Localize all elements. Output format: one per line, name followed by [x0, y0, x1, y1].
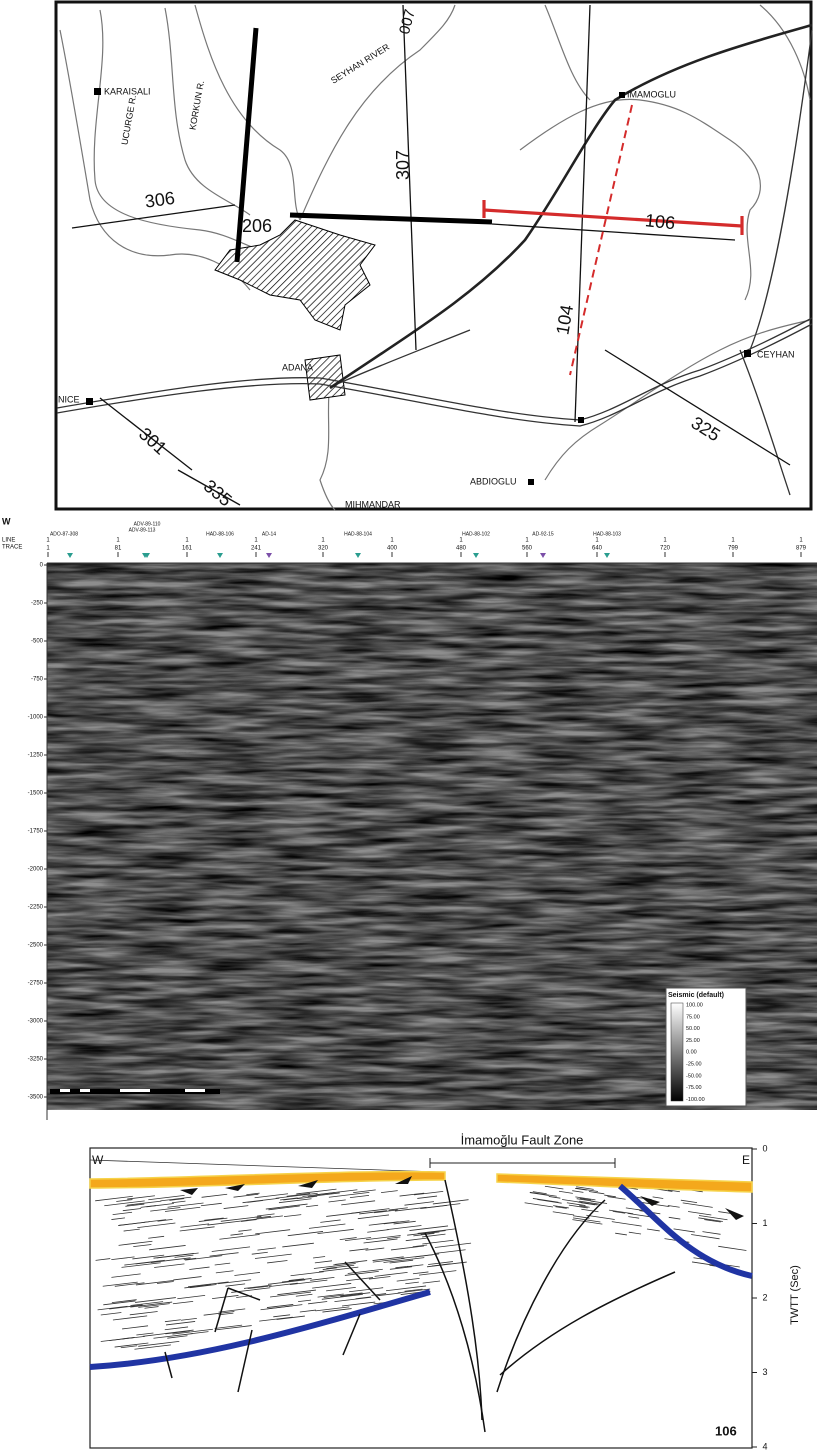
trace-label: TRACE — [2, 545, 22, 551]
line-number: 1 — [321, 538, 325, 544]
line-number: 1 — [731, 538, 735, 544]
trace-number: 1 — [46, 546, 50, 552]
legend-value: 0.00 — [686, 1050, 697, 1056]
map-label: ADANA — [282, 362, 313, 372]
line-name: ADV-89-113 — [129, 527, 156, 533]
trace-number: 560 — [522, 546, 533, 552]
trace-number: 81 — [115, 546, 122, 552]
trace-number: 480 — [456, 546, 467, 552]
line-number: 1 — [390, 538, 394, 544]
line-number: 1 — [595, 538, 599, 544]
depth-label: -1500 — [28, 791, 44, 797]
trace-number: 720 — [660, 546, 671, 552]
twtt-tick: 0 — [762, 1143, 767, 1153]
line-id: 106 — [715, 1423, 737, 1438]
legend-value: -100.00 — [686, 1097, 705, 1103]
map-label: MIHMANDAR — [345, 499, 401, 509]
east-label: E — [742, 1153, 750, 1167]
depth-label: -3500 — [28, 1095, 44, 1101]
depth-label: -2000 — [28, 867, 44, 873]
legend-value: 75.00 — [686, 1014, 700, 1020]
line-marker — [67, 553, 73, 558]
line-label: LINE — [2, 538, 15, 544]
figure: KARAISALIUCURGE R.KORKUN R.SEYHAN RIVER0… — [0, 0, 817, 1452]
line-name: HAD-88-106 — [206, 531, 234, 537]
direction-label: W — [2, 516, 11, 526]
depth-label: -2750 — [28, 981, 44, 987]
line-number: 1 — [663, 538, 667, 544]
line-number: 1 — [254, 538, 258, 544]
legend-value: -50.00 — [686, 1073, 702, 1079]
line-number: 1 — [525, 538, 529, 544]
map-label: IMAMOGLU — [627, 89, 676, 99]
trace-number: 400 — [387, 546, 398, 552]
depth-label: -3250 — [28, 1057, 44, 1063]
trace-number: 799 — [728, 546, 739, 552]
map-label: 306 — [144, 188, 177, 212]
legend-value: 100.00 — [686, 1002, 703, 1008]
line-number: 1 — [185, 538, 189, 544]
line-name: HAD-88-103 — [593, 531, 621, 537]
depth-label: -1000 — [28, 715, 44, 721]
line-marker — [355, 553, 361, 558]
trace-number: 320 — [318, 546, 329, 552]
map-label: CEYHAN — [757, 349, 795, 359]
depth-label: -750 — [31, 677, 44, 683]
map-label: 106 — [644, 210, 676, 233]
twtt-tick: 2 — [762, 1292, 767, 1302]
depth-label: -2250 — [28, 905, 44, 911]
trace-number: 241 — [251, 546, 262, 552]
line-marker — [473, 553, 479, 558]
trace-number: 879 — [796, 546, 807, 552]
legend-box — [666, 988, 746, 1106]
depth-label: -2500 — [28, 943, 44, 949]
legend-value: 25.00 — [686, 1038, 700, 1044]
west-label: W — [92, 1153, 104, 1167]
legend-value: -25.00 — [686, 1061, 702, 1067]
twtt-tick: 3 — [762, 1367, 767, 1377]
line-number: 1 — [459, 538, 463, 544]
depth-label: -3000 — [28, 1019, 44, 1025]
twtt-tick: 1 — [762, 1218, 767, 1228]
depth-label: -250 — [31, 601, 44, 607]
line-number: 1 — [116, 538, 120, 544]
line-name: HAD-88-102 — [462, 531, 490, 537]
depth-label: -1750 — [28, 829, 44, 835]
interpretation: İmamoğlu Fault Zone W E 106 0 1 2 3 4 TWTT (Sec) — [90, 1132, 801, 1451]
twtt-tick: 4 — [762, 1441, 767, 1451]
map-label: ABDIOGLU — [470, 476, 517, 486]
line-number: 1 — [799, 538, 803, 544]
twtt-label: TWTT (Sec) — [789, 1265, 801, 1325]
line-name: ADO-87-308 — [50, 531, 78, 537]
line-marker — [604, 553, 610, 558]
map-label: NICE — [58, 394, 80, 404]
legend-value: -75.00 — [686, 1085, 702, 1091]
line-name: HAD-88-104 — [344, 531, 372, 537]
trace-number: 640 — [592, 546, 603, 552]
zone-title: İmamoğlu Fault Zone — [461, 1132, 584, 1147]
map-label: 206 — [242, 216, 272, 236]
line-marker — [540, 553, 546, 558]
scale-bar — [50, 1089, 220, 1094]
line-number: 1 — [46, 538, 50, 544]
line-name: AD-14 — [262, 531, 276, 537]
map-label: 307 — [393, 150, 413, 180]
legend-value: 50.00 — [686, 1026, 700, 1032]
line-marker — [217, 553, 223, 558]
line-marker — [266, 553, 272, 558]
trace-number: 161 — [182, 546, 193, 552]
depth-label: -500 — [31, 639, 44, 645]
line-name: AD-92-15 — [532, 531, 554, 537]
legend-title: Seismic (default) — [668, 992, 724, 999]
depth-label: -1250 — [28, 753, 44, 759]
seismic-section: W LINETRACE 1 1 1 81 1 161 1 241 1 320 1 400 1 480 1 560 1… — [2, 516, 817, 1120]
depth-label: 0 — [40, 563, 44, 569]
